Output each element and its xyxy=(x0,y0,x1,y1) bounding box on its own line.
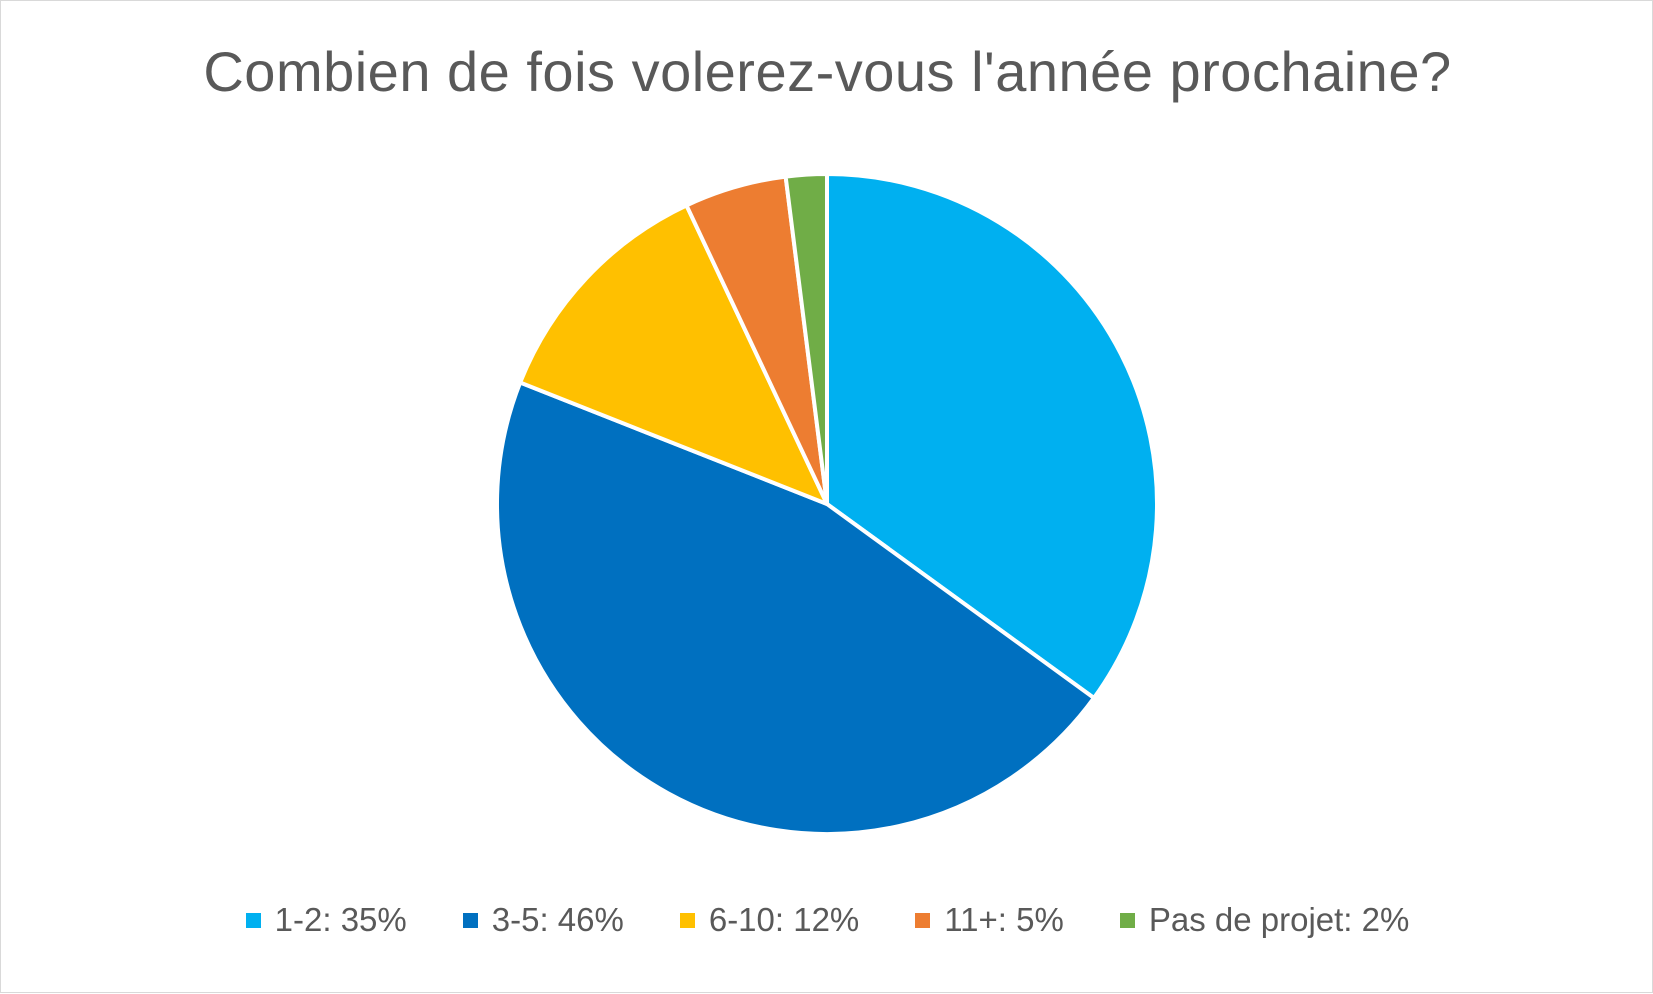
pie-slice-3-5 xyxy=(495,380,1096,837)
legend-swatch-pas-de-projet xyxy=(1119,912,1135,928)
legend-item-pas-de-projet: Pas de projet: 2% xyxy=(1119,901,1410,939)
legend-swatch-3-5 xyxy=(462,912,478,928)
legend-label-1-2: 1-2: 35% xyxy=(274,901,407,938)
legend-swatch-1-2 xyxy=(245,912,261,928)
pie-slice-1-2 xyxy=(825,172,1159,700)
chart-legend: 1-2: 35% 3-5: 46% 6-10: 12% 11+: 5% Pas … xyxy=(1,901,1653,939)
legend-swatch-6-10 xyxy=(679,912,695,928)
legend-label-3-5: 3-5: 46% xyxy=(491,901,624,938)
legend-item-3-5: 3-5: 46% xyxy=(462,901,624,939)
legend-label-11-plus: 11+: 5% xyxy=(944,901,1064,938)
pie-slice-6-10 xyxy=(518,203,829,506)
legend-item-11-plus: 11+: 5% xyxy=(915,901,1064,939)
legend-label-pas-de-projet: Pas de projet: 2% xyxy=(1148,901,1410,938)
legend-item-1-2: 1-2: 35% xyxy=(245,901,407,939)
chart-title: Combien de fois volerez-vous l'année pro… xyxy=(203,40,1452,103)
legend-item-6-10: 6-10: 12% xyxy=(679,901,860,939)
pie-slice-pas-de-projet xyxy=(783,172,829,506)
legend-swatch-11-plus xyxy=(915,912,931,928)
legend-label-6-10: 6-10: 12% xyxy=(708,901,860,938)
